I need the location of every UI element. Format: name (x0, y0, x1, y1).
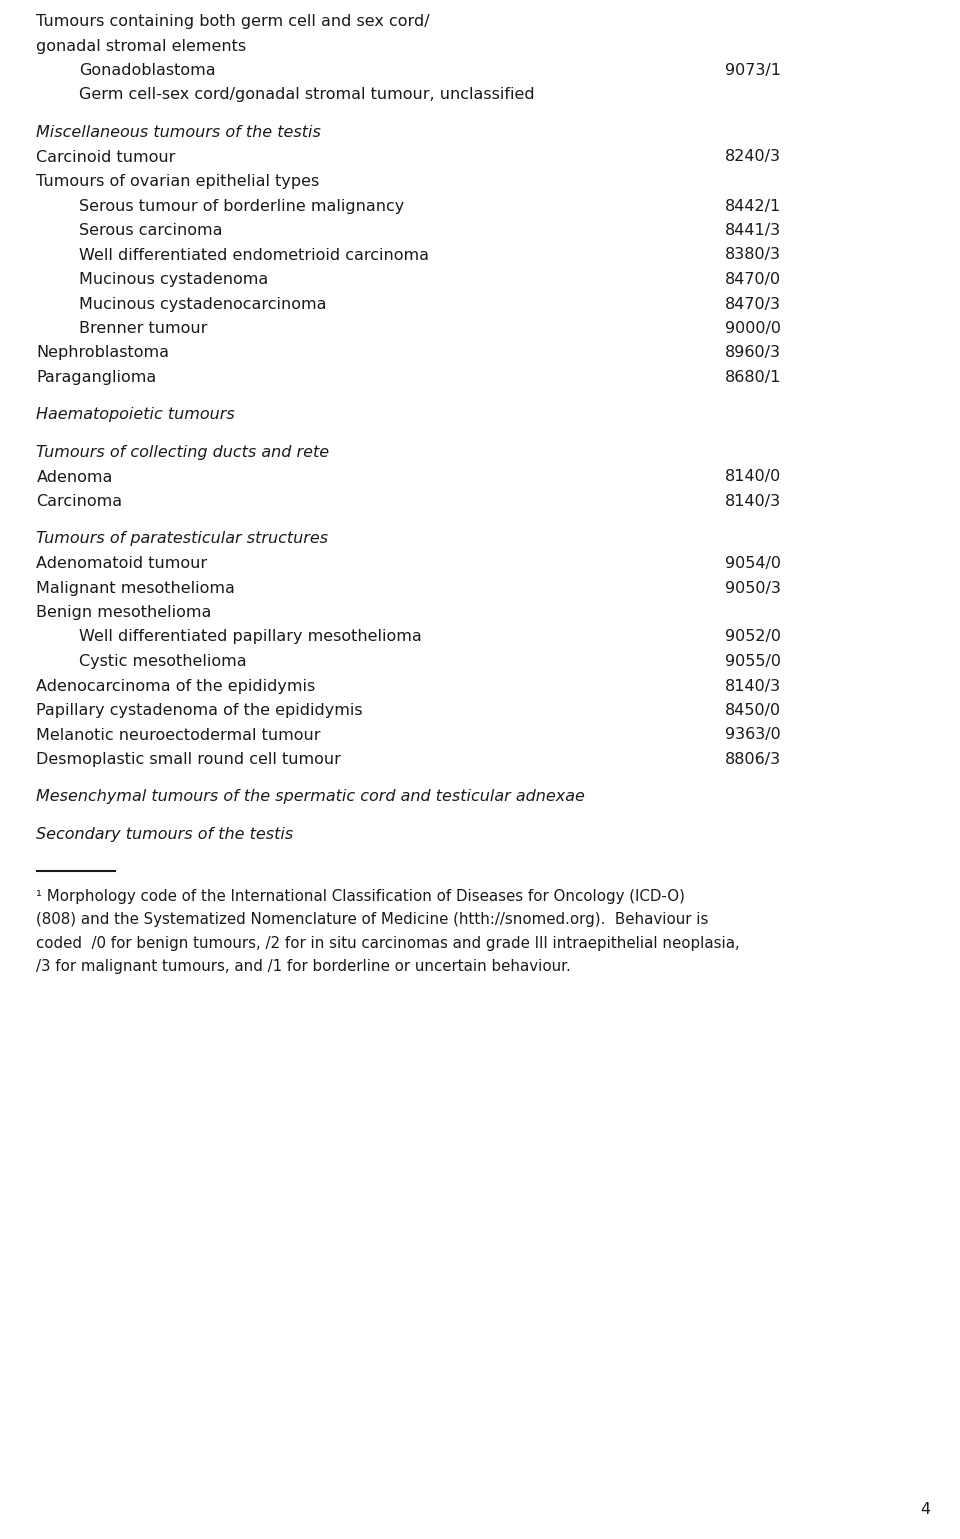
Text: Secondary tumours of the testis: Secondary tumours of the testis (36, 826, 294, 842)
Text: Benign mesothelioma: Benign mesothelioma (36, 605, 212, 620)
Text: 9073/1: 9073/1 (725, 63, 780, 78)
Text: gonadal stromal elements: gonadal stromal elements (36, 38, 247, 54)
Text: Adenoma: Adenoma (36, 469, 113, 485)
Text: Mesenchymal tumours of the spermatic cord and testicular adnexae: Mesenchymal tumours of the spermatic cor… (36, 790, 586, 805)
Text: 8380/3: 8380/3 (725, 248, 780, 263)
Text: ¹ Morphology code of the International Classification of Diseases for Oncology (: ¹ Morphology code of the International C… (36, 890, 685, 903)
Text: Miscellaneous tumours of the testis: Miscellaneous tumours of the testis (36, 125, 322, 140)
Text: 8140/3: 8140/3 (725, 494, 780, 509)
Text: 8806/3: 8806/3 (725, 753, 780, 766)
Text: Germ cell-sex cord/gonadal stromal tumour, unclassified: Germ cell-sex cord/gonadal stromal tumou… (79, 88, 535, 103)
Text: 9054/0: 9054/0 (725, 556, 780, 571)
Text: Cystic mesothelioma: Cystic mesothelioma (79, 654, 247, 669)
Text: Tumours of collecting ducts and rete: Tumours of collecting ducts and rete (36, 445, 329, 460)
Text: 4: 4 (920, 1502, 930, 1517)
Text: Papillary cystadenoma of the epididymis: Papillary cystadenoma of the epididymis (36, 703, 363, 719)
Text: Gonadoblastoma: Gonadoblastoma (79, 63, 215, 78)
Text: 8960/3: 8960/3 (725, 345, 780, 360)
Text: 8470/3: 8470/3 (725, 297, 780, 311)
Text: Tumours of paratesticular structures: Tumours of paratesticular structures (36, 531, 328, 546)
Text: Mucinous cystadenocarcinoma: Mucinous cystadenocarcinoma (79, 297, 326, 311)
Text: Tumours of ovarian epithelial types: Tumours of ovarian epithelial types (36, 174, 320, 189)
Text: 9363/0: 9363/0 (725, 728, 780, 742)
Text: 8680/1: 8680/1 (725, 369, 781, 385)
Text: Tumours containing both germ cell and sex cord/: Tumours containing both germ cell and se… (36, 14, 430, 29)
Text: Desmoplastic small round cell tumour: Desmoplastic small round cell tumour (36, 753, 342, 766)
Text: Carcinoid tumour: Carcinoid tumour (36, 149, 176, 165)
Text: 8140/3: 8140/3 (725, 679, 780, 694)
Text: 8442/1: 8442/1 (725, 199, 781, 214)
Text: 9000/0: 9000/0 (725, 322, 780, 336)
Text: 9055/0: 9055/0 (725, 654, 780, 669)
Text: Nephroblastoma: Nephroblastoma (36, 345, 170, 360)
Text: Malignant mesothelioma: Malignant mesothelioma (36, 580, 235, 596)
Text: Paraganglioma: Paraganglioma (36, 369, 156, 385)
Text: Well differentiated endometrioid carcinoma: Well differentiated endometrioid carcino… (79, 248, 429, 263)
Text: (808) and the Systematized Nomenclature of Medicine (htth://snomed.org).  Behavi: (808) and the Systematized Nomenclature … (36, 913, 708, 928)
Text: 8140/0: 8140/0 (725, 469, 781, 485)
Text: Brenner tumour: Brenner tumour (79, 322, 207, 336)
Text: Serous carcinoma: Serous carcinoma (79, 223, 222, 239)
Text: Well differentiated papillary mesothelioma: Well differentiated papillary mesothelio… (79, 629, 421, 645)
Text: Haematopoietic tumours: Haematopoietic tumours (36, 408, 235, 423)
Text: 8441/3: 8441/3 (725, 223, 780, 239)
Text: 8450/0: 8450/0 (725, 703, 780, 719)
Text: coded  /0 for benign tumours, /2 for in situ carcinomas and grade III intraepith: coded /0 for benign tumours, /2 for in s… (36, 936, 740, 951)
Text: Adenomatoid tumour: Adenomatoid tumour (36, 556, 207, 571)
Text: Mucinous cystadenoma: Mucinous cystadenoma (79, 272, 268, 286)
Text: 8240/3: 8240/3 (725, 149, 780, 165)
Text: /3 for malignant tumours, and /1 for borderline or uncertain behaviour.: /3 for malignant tumours, and /1 for bor… (36, 959, 571, 974)
Text: 9050/3: 9050/3 (725, 580, 780, 596)
Text: Melanotic neuroectodermal tumour: Melanotic neuroectodermal tumour (36, 728, 321, 742)
Text: 8470/0: 8470/0 (725, 272, 780, 286)
Text: Adenocarcinoma of the epididymis: Adenocarcinoma of the epididymis (36, 679, 316, 694)
Text: 9052/0: 9052/0 (725, 629, 780, 645)
Text: Serous tumour of borderline malignancy: Serous tumour of borderline malignancy (79, 199, 404, 214)
Text: Carcinoma: Carcinoma (36, 494, 123, 509)
